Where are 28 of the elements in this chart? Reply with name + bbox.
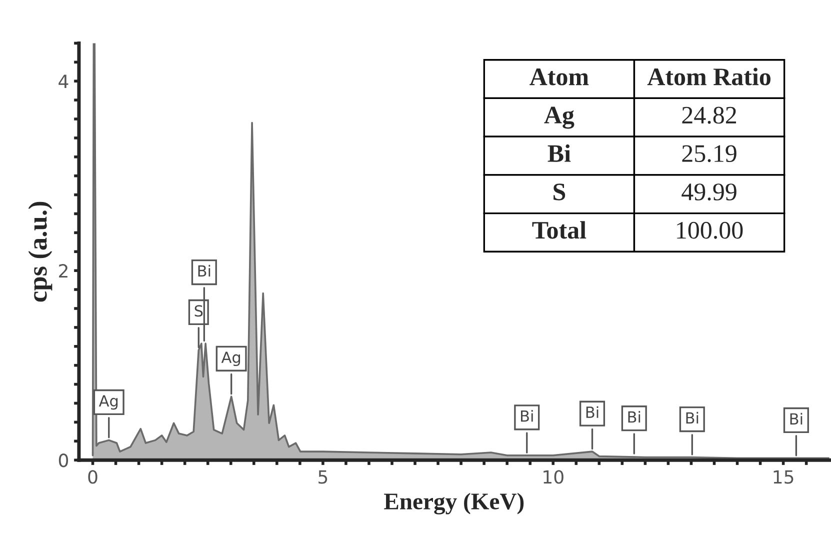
x-tick-label: 0 [88,470,98,484]
x-tick-label: 15 [774,470,794,484]
y-tick-label: 0 [58,454,68,468]
annotation: Bi [548,144,571,162]
annotation: Bi [628,410,640,423]
x-axis-title: Energy (KeV) [384,492,524,514]
annotation: Bi [521,410,533,422]
y-tick-label: 4 [58,74,68,88]
annotation: S [554,184,566,200]
annotation: Bi [198,264,210,276]
annotation: Bi [790,412,802,424]
annotation: 100.00 [677,222,743,239]
y-axis-title: cps (a.u.) [28,202,52,302]
annotation: Atom Ratio [647,68,770,86]
annotation: Bi [686,412,698,424]
annotation: 49.99 [682,184,736,200]
annotation: Total [532,221,586,239]
annotation: Ag [98,395,118,410]
annotation: S [194,305,203,317]
y-tick-label: 2 [59,264,68,278]
x-tick-label: 10 [544,470,564,484]
annotation: Ag [221,352,240,366]
annotation: 24.82 [682,106,736,124]
x-tick-label: 5 [318,470,328,484]
annotation: Bi [586,406,598,418]
annotation: Atom [530,68,589,86]
annotation: 25.19 [682,145,736,162]
annotation: Ag [544,106,574,129]
